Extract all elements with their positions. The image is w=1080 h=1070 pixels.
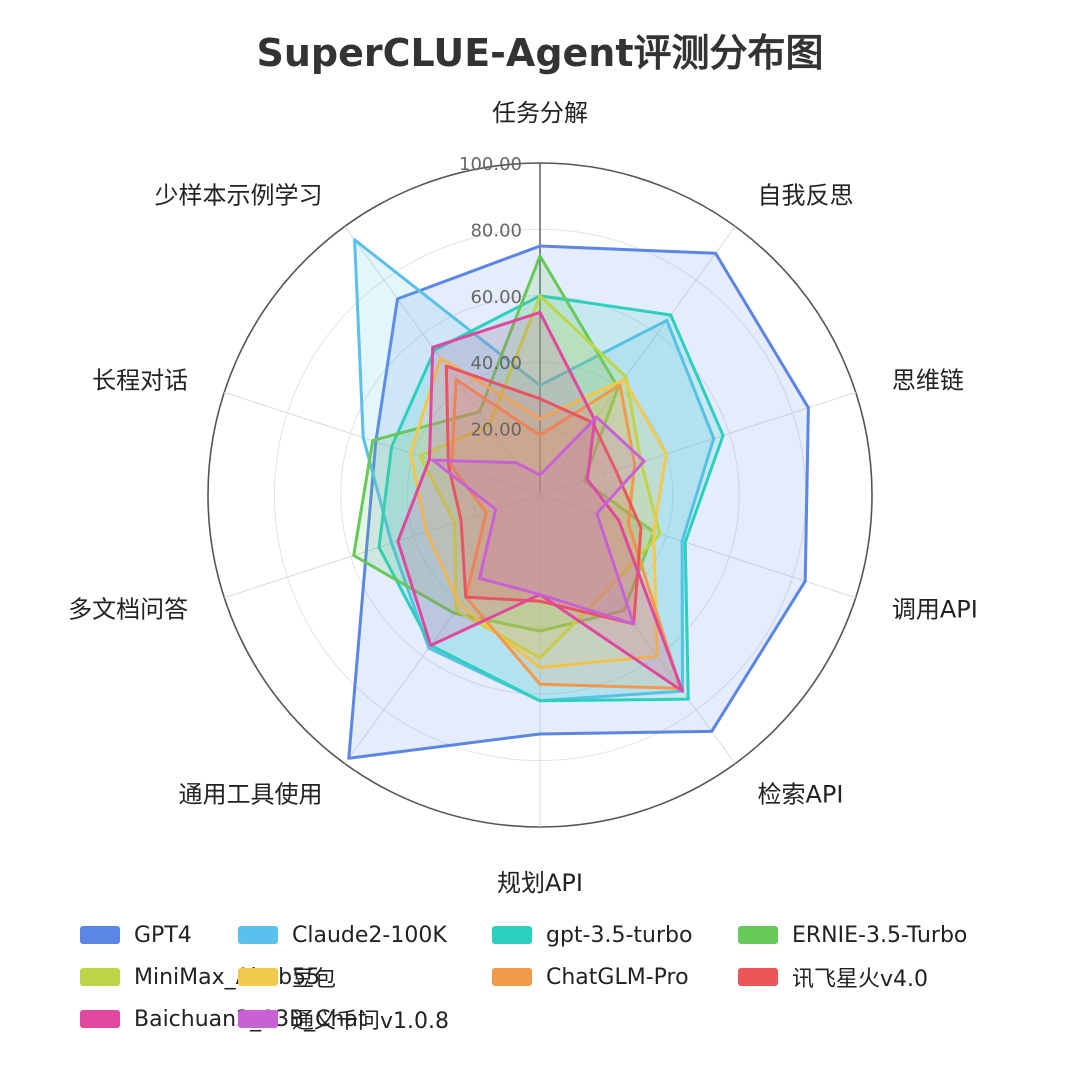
legend-item[interactable]: GPT4 (80, 918, 192, 952)
radar-series-layer (347, 238, 810, 760)
legend-swatch (238, 968, 278, 986)
radar-axis-label: 多文档问答 (68, 595, 188, 623)
radar-tick-label: 80.00 (470, 220, 522, 241)
series-polygon (418, 294, 662, 660)
legend-swatch (80, 968, 120, 986)
legend-label: ChatGLM-Pro (546, 964, 689, 990)
legend-item[interactable]: MiniMax_Abab55 (80, 960, 320, 994)
legend-swatch (492, 968, 532, 986)
legend-swatch (238, 926, 278, 944)
radar-axis-label: 检索API (758, 780, 844, 808)
radar-tick-label: 60.00 (470, 287, 522, 308)
legend-item[interactable]: 豆包 (238, 960, 336, 994)
legend-swatch (492, 926, 532, 944)
radar-tick-labels: 20.00 40.00 60.00 80.00 100.00 (459, 154, 522, 441)
radar-axis-label: 通用工具使用 (179, 780, 323, 808)
legend-swatch (238, 1010, 278, 1028)
legend-label: gpt-3.5-turbo (546, 922, 693, 948)
legend-swatch (80, 926, 120, 944)
series-polygon (409, 356, 668, 670)
legend-swatch (738, 926, 778, 944)
legend-swatch (80, 1010, 120, 1028)
legend-swatch (738, 968, 778, 986)
radar-chart: 20.00 40.00 60.00 80.00 100.00 任务分解自我反思思维链调用… (68, 99, 978, 897)
series-polygon (450, 378, 682, 690)
legend-label: ERNIE-3.5-Turbo (792, 922, 968, 948)
series-polygon (431, 415, 646, 626)
radar-axis-label: 任务分解 (492, 99, 588, 127)
radar-axis-label: 调用API (892, 595, 978, 623)
legend-item[interactable]: ERNIE-3.5-Turbo (738, 918, 967, 952)
radar-tick-label: 100.00 (459, 154, 522, 175)
legend-label: 豆包 (292, 967, 337, 992)
legend-item[interactable]: Claude2-100K (238, 918, 447, 952)
radar-spoke (539, 226, 736, 496)
legend-label: Claude2-100K (292, 922, 447, 948)
legend-item[interactable]: ChatGLM-Pro (492, 960, 689, 994)
radar-grid (207, 162, 873, 828)
series-polygon (377, 294, 725, 703)
legend-item[interactable]: gpt-3.5-turbo (492, 918, 692, 952)
radar-spoke (224, 391, 541, 496)
legend-item[interactable]: 讯飞星火v4.0 (738, 960, 928, 994)
radar-spoke (539, 494, 856, 599)
radar-axis-label: 长程对话 (92, 367, 188, 395)
radar-spoke (539, 494, 736, 764)
legend-label: MiniMax_Abab55 (134, 964, 321, 990)
radar-spoke (344, 494, 541, 764)
radar-tick-label: 40.00 (470, 353, 522, 374)
legend-label: GPT4 (134, 922, 192, 948)
chart-title: SuperCLUE-Agent评测分布图 (256, 31, 824, 75)
radar-axis-label: 自我反思 (758, 182, 854, 210)
legend-label: 讯飞星火v4.0 (792, 967, 929, 992)
legend-item[interactable]: 通义千问v1.0.8 (238, 1002, 449, 1036)
radar-axis-label: 少样本示例学习 (155, 182, 323, 210)
legend-label: 通义千问v1.0.8 (292, 1009, 449, 1034)
radar-spoke (539, 391, 856, 496)
radar-tick-label: 20.00 (470, 420, 522, 441)
radar-axis-label: 思维链 (892, 367, 964, 395)
radar-axis-label: 规划API (497, 869, 583, 897)
